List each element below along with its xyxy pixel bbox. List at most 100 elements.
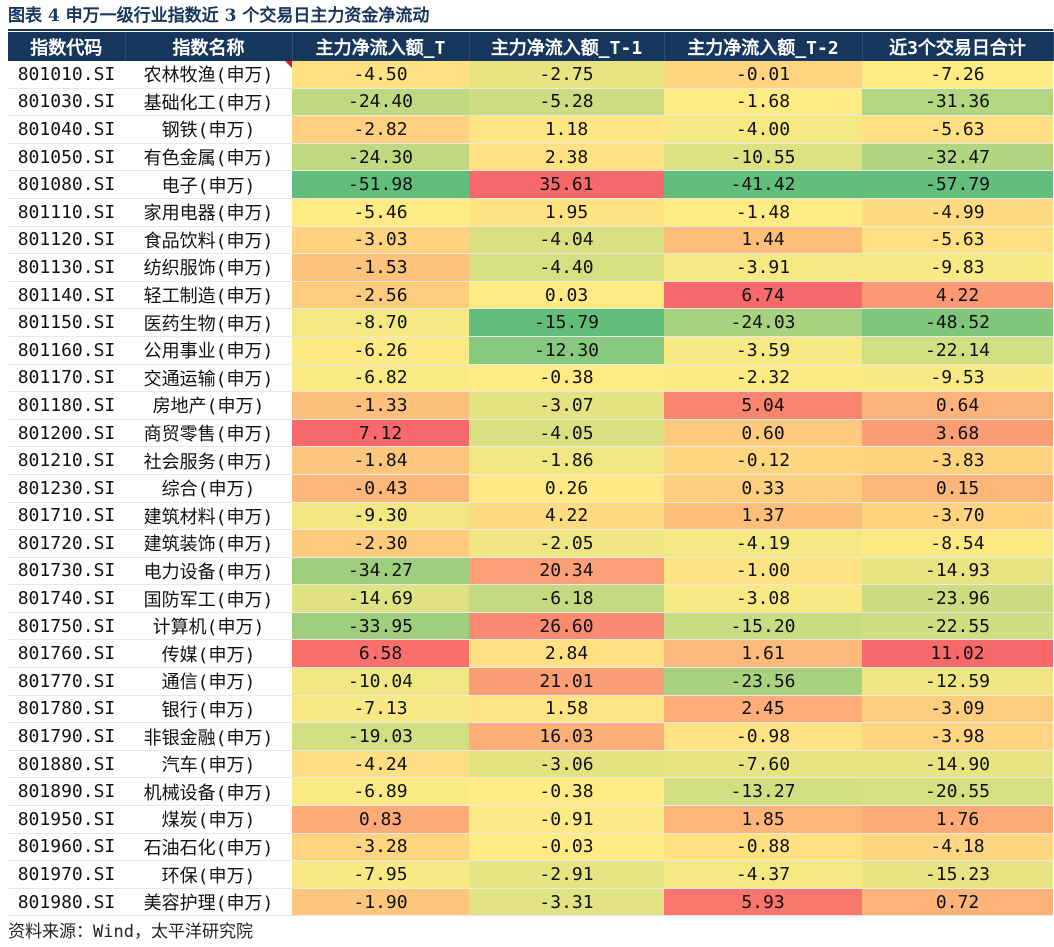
table-row[interactable]: 801950.SI 煤炭(申万) 0.83 -0.91 1.85 1.76 — [8, 805, 1053, 834]
index-name-text: 石油石化(申万) — [143, 837, 274, 859]
cell-net-inflow-t: -19.03 — [292, 722, 469, 751]
cell-net-inflow-sum: -20.55 — [862, 777, 1053, 807]
cell-net-inflow-t2: 2.45 — [664, 695, 862, 724]
cell-index-name: 传媒(申万) — [125, 639, 292, 669]
cell-net-inflow-t2: 6.74 — [664, 281, 862, 310]
column-header-code[interactable]: 指数代码 — [8, 32, 126, 61]
table-row[interactable]: 801770.SI 通信(申万) -10.04 21.01 -23.56 -12.59 — [8, 667, 1053, 696]
cell-net-inflow-t2: -3.08 — [664, 584, 862, 613]
column-header-t1[interactable]: 主力净流入额_T-1 — [469, 32, 665, 61]
cell-index-code: 801980.SI — [8, 888, 125, 917]
cell-net-inflow-t2: -10.55 — [664, 143, 862, 172]
table-row[interactable]: 801970.SI 环保(申万) -7.95 -2.91 -4.37 -15.23 — [8, 860, 1053, 889]
cell-net-inflow-sum: -57.79 — [862, 170, 1053, 199]
cell-index-name: 汽车(申万) — [125, 750, 292, 779]
cell-net-inflow-sum: 11.02 — [862, 639, 1053, 669]
index-name-text: 公用事业(申万) — [143, 341, 274, 363]
table-row[interactable]: 801730.SI 电力设备(申万) -34.27 20.34 -1.00 -14.93 — [8, 557, 1053, 586]
index-name-text: 银行(申万) — [161, 699, 256, 721]
table-row[interactable]: 801130.SI 纺织服饰(申万) -1.53 -4.40 -3.91 -9.83 — [8, 253, 1053, 282]
cell-index-name: 石油石化(申万) — [125, 833, 292, 862]
cell-index-name: 公用事业(申万) — [125, 336, 292, 365]
table-row[interactable]: 801160.SI 公用事业(申万) -6.26 -12.30 -3.59 -22.14 — [8, 336, 1053, 365]
column-header-name[interactable]: 指数名称 — [125, 32, 293, 61]
index-name-text: 医药生物(申万) — [143, 313, 274, 335]
table-row[interactable]: 801180.SI 房地产(申万) -1.33 -3.07 5.04 0.64 — [8, 391, 1053, 420]
table-row[interactable]: 801200.SI 商贸零售(申万) 7.12 -4.05 0.60 3.68 — [8, 419, 1053, 448]
cell-index-name: 有色金属(申万) — [125, 143, 292, 172]
table-row[interactable]: 801170.SI 交通运输(申万) -6.82 -0.38 -2.32 -9.53 — [8, 364, 1053, 393]
cell-index-code: 801710.SI — [8, 502, 125, 531]
cell-net-inflow-sum: -3.83 — [862, 446, 1053, 475]
table-row[interactable]: 801120.SI 食品饮料(申万) -3.03 -4.04 1.44 -5.63 — [8, 226, 1053, 255]
table-row[interactable]: 801050.SI 有色金属(申万) -24.30 2.38 -10.55 -32.47 — [8, 143, 1053, 172]
figure-title: 图表 4 申万一级行业指数近 3 个交易日主力资金净流动 — [8, 6, 430, 26]
table-row[interactable]: 801140.SI 轻工制造(申万) -2.56 0.03 6.74 4.22 — [8, 281, 1053, 310]
index-name-text: 机械设备(申万) — [143, 782, 274, 804]
table-row[interactable]: 801780.SI 银行(申万) -7.13 1.58 2.45 -3.09 — [8, 695, 1053, 724]
cell-index-name: 交通运输(申万) — [125, 364, 292, 393]
table-row[interactable]: 801710.SI 建筑材料(申万) -9.30 4.22 1.37 -3.70 — [8, 502, 1053, 531]
table-row[interactable]: 801030.SI 基础化工(申万) -24.40 -5.28 -1.68 -31.36 — [8, 88, 1053, 117]
cell-index-name: 通信(申万) — [125, 667, 292, 696]
cell-net-inflow-sum: 3.68 — [862, 419, 1053, 448]
cell-net-inflow-t2: -0.98 — [664, 722, 862, 751]
cell-net-inflow-sum: -3.09 — [862, 695, 1053, 724]
index-name-text: 汽车(申万) — [161, 755, 256, 777]
cell-index-code: 801010.SI — [8, 61, 125, 89]
column-header-t[interactable]: 主力净流入额_T — [292, 32, 470, 61]
table-row[interactable]: 801880.SI 汽车(申万) -4.24 -3.06 -7.60 -14.90 — [8, 750, 1053, 779]
cell-net-inflow-t1: -3.06 — [469, 750, 664, 779]
cell-index-code: 801120.SI — [8, 226, 125, 255]
cell-net-inflow-t: -4.24 — [292, 750, 469, 779]
cell-index-code: 801160.SI — [8, 336, 125, 365]
cell-net-inflow-t: -24.40 — [292, 88, 469, 117]
table-row[interactable]: 801980.SI 美容护理(申万) -1.90 -3.31 5.93 0.72 — [8, 888, 1053, 917]
cell-index-name: 综合(申万) — [125, 474, 292, 503]
table-row[interactable]: 801010.SI 农林牧渔(申万) -4.50 -2.75 -0.01 -7.26 — [8, 61, 1053, 89]
table-row[interactable]: 801720.SI 建筑装饰(申万) -2.30 -2.05 -4.19 -8.54 — [8, 529, 1053, 558]
comment-indicator-icon[interactable] — [285, 61, 292, 68]
cell-index-code: 801110.SI — [8, 198, 125, 227]
index-name-text: 综合(申万) — [161, 479, 256, 501]
cell-index-code: 801790.SI — [8, 722, 125, 751]
cell-net-inflow-t1: -3.31 — [469, 888, 664, 917]
cell-net-inflow-t1: -12.30 — [469, 336, 664, 365]
cell-net-inflow-t1: 2.38 — [469, 143, 664, 172]
cell-index-name: 基础化工(申万) — [125, 88, 292, 117]
cell-net-inflow-t2: -1.00 — [664, 557, 862, 586]
table-row[interactable]: 801210.SI 社会服务(申万) -1.84 -1.86 -0.12 -3.83 — [8, 446, 1053, 475]
table-row[interactable]: 801040.SI 钢铁(申万) -2.82 1.18 -4.00 -5.63 — [8, 115, 1053, 144]
table-row[interactable]: 801750.SI 计算机(申万) -33.95 26.60 -15.20 -22.55 — [8, 612, 1053, 641]
table-row[interactable]: 801890.SI 机械设备(申万) -6.89 -0.38 -13.27 -20.55 — [8, 777, 1053, 807]
table-row[interactable]: 801080.SI 电子(申万) -51.98 35.61 -41.42 -57.79 — [8, 170, 1053, 199]
table-row[interactable]: 801760.SI 传媒(申万) 6.58 2.84 1.61 11.02 — [8, 639, 1053, 669]
table-row[interactable]: 801230.SI 综合(申万) -0.43 0.26 0.33 0.15 — [8, 474, 1053, 503]
cell-net-inflow-t: -0.43 — [292, 474, 469, 503]
table-row[interactable]: 801790.SI 非银金融(申万) -19.03 16.03 -0.98 -3.98 — [8, 722, 1053, 751]
cell-index-code: 801740.SI — [8, 584, 125, 613]
cell-index-name: 环保(申万) — [125, 860, 292, 889]
cell-index-code: 801230.SI — [8, 474, 125, 503]
table-row[interactable]: 801150.SI 医药生物(申万) -8.70 -15.79 -24.03 -48.52 — [8, 308, 1053, 337]
cell-net-inflow-sum: 0.72 — [862, 888, 1053, 917]
cell-net-inflow-t2: 0.33 — [664, 474, 862, 503]
cell-net-inflow-t2: -4.00 — [664, 115, 862, 144]
cell-net-inflow-t2: 0.60 — [664, 419, 862, 448]
cell-index-code: 801720.SI — [8, 529, 125, 558]
cell-net-inflow-t1: -0.03 — [469, 833, 664, 862]
cell-index-code: 801750.SI — [8, 612, 125, 641]
cell-net-inflow-t: -5.46 — [292, 198, 469, 227]
cell-index-name: 商贸零售(申万) — [125, 419, 292, 448]
cell-net-inflow-t1: -0.38 — [469, 364, 664, 393]
table-row[interactable]: 801110.SI 家用电器(申万) -5.46 1.95 -1.48 -4.99 — [8, 198, 1053, 227]
cell-net-inflow-t2: -41.42 — [664, 170, 862, 199]
column-header-sum[interactable]: 近3个交易日合计 — [862, 32, 1054, 61]
table-row[interactable]: 801960.SI 石油石化(申万) -3.28 -0.03 -0.88 -4.18 — [8, 833, 1053, 862]
cell-net-inflow-t2: 1.61 — [664, 639, 862, 669]
cell-net-inflow-t1: -4.40 — [469, 253, 664, 282]
column-header-t2[interactable]: 主力净流入额_T-2 — [664, 32, 863, 61]
cell-index-code: 801210.SI — [8, 446, 125, 475]
table-row[interactable]: 801740.SI 国防军工(申万) -14.69 -6.18 -3.08 -23.96 — [8, 584, 1053, 613]
cell-net-inflow-t1: -2.75 — [469, 61, 664, 89]
